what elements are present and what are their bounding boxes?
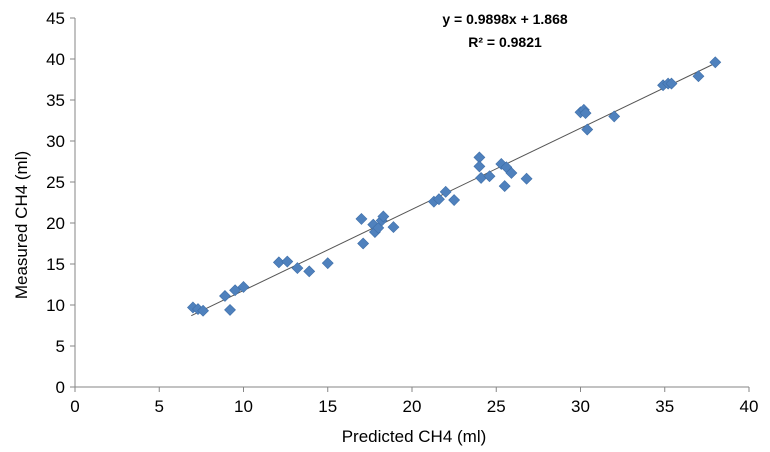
data-point — [304, 266, 315, 277]
y-tick-label: 20 — [46, 214, 65, 233]
data-point — [356, 213, 367, 224]
data-point — [358, 238, 369, 249]
x-tick-label: 30 — [571, 397, 590, 416]
y-tick-label: 45 — [46, 9, 65, 28]
x-tick-label: 20 — [403, 397, 422, 416]
y-tick-label: 0 — [56, 378, 65, 397]
points-layer — [187, 57, 720, 316]
data-point — [440, 186, 451, 197]
data-point — [322, 258, 333, 269]
data-point — [521, 173, 532, 184]
data-point — [710, 57, 721, 68]
data-point — [484, 171, 495, 182]
x-tick-label: 0 — [70, 397, 79, 416]
x-tick-label: 15 — [318, 397, 337, 416]
y-tick-label: 25 — [46, 173, 65, 192]
x-tick-label: 25 — [487, 397, 506, 416]
trendline-layer — [191, 63, 715, 315]
axes-layer: 0 5 10 15 20 25 30 35 40 0 5 10 15 20 25 30 35 40 45 — [46, 9, 758, 416]
data-point — [292, 263, 303, 274]
data-point — [499, 181, 510, 192]
data-point — [225, 304, 236, 315]
data-point — [449, 195, 460, 206]
y-tick-label: 15 — [46, 255, 65, 274]
data-point — [474, 161, 485, 172]
data-point — [693, 71, 704, 82]
y-axis-title: Measured CH4 (ml) — [12, 151, 31, 299]
trendline-equation: y = 0.9898x + 1.868 — [442, 11, 568, 27]
x-tick-label: 5 — [155, 397, 164, 416]
y-tick-label: 35 — [46, 91, 65, 110]
y-tick-label: 10 — [46, 296, 65, 315]
x-axis-title: Predicted CH4 (ml) — [342, 427, 487, 446]
data-point — [582, 124, 593, 135]
y-tick-label: 5 — [56, 337, 65, 356]
data-point — [282, 256, 293, 267]
trendline — [191, 63, 715, 315]
x-tick-label: 10 — [234, 397, 253, 416]
x-tick-label: 35 — [655, 397, 674, 416]
data-point — [219, 290, 230, 301]
data-point — [388, 222, 399, 233]
data-point — [609, 111, 620, 122]
r-squared-label: R² = 0.9821 — [468, 34, 542, 50]
y-tick-label: 30 — [46, 132, 65, 151]
y-tick-label: 40 — [46, 50, 65, 69]
x-tick-label: 40 — [740, 397, 759, 416]
